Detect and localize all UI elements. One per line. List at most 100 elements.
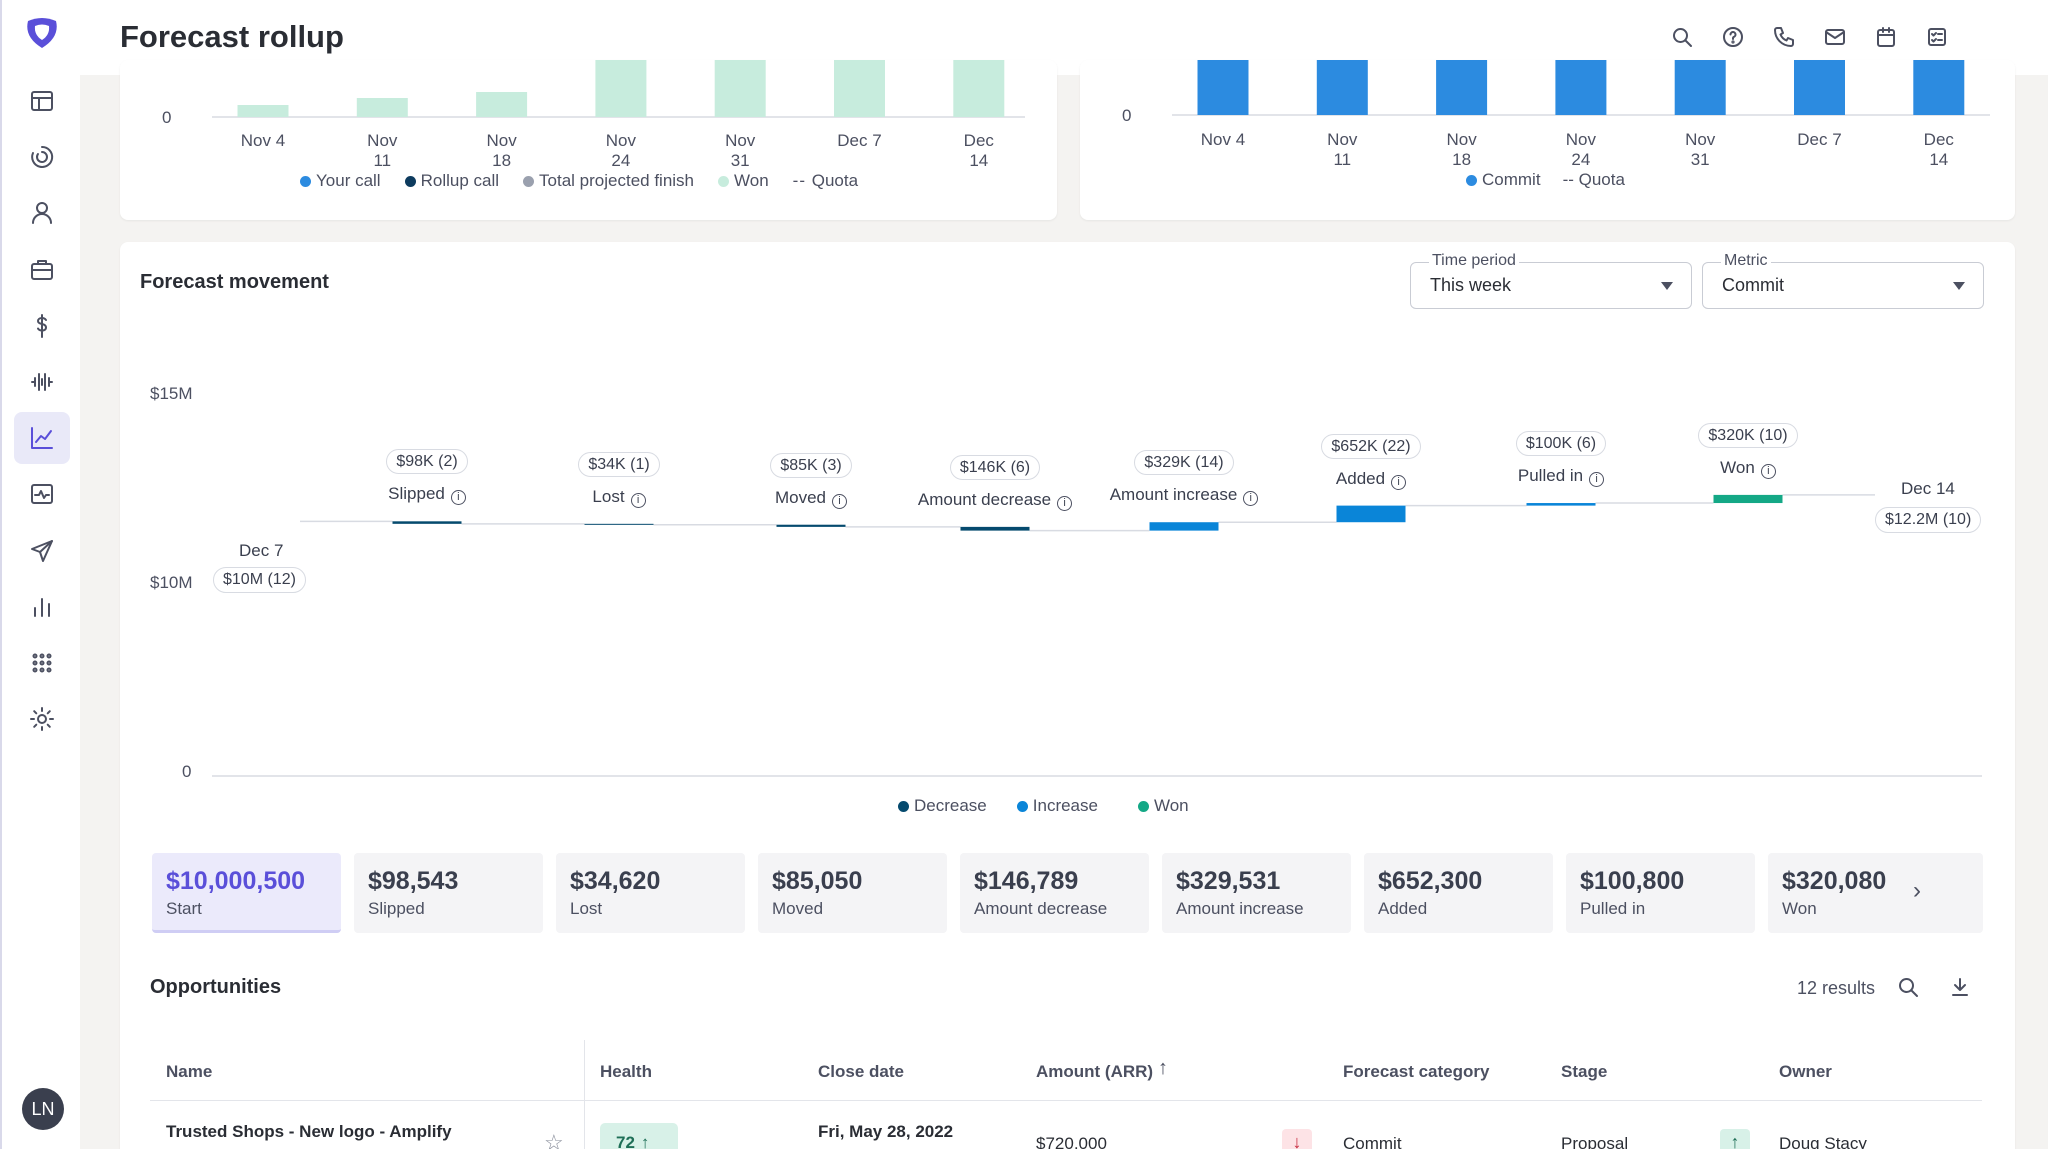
col-health[interactable]: Health — [600, 1062, 652, 1081]
bar — [834, 60, 885, 117]
bar-value-pill: $85K (3) — [711, 452, 911, 478]
col-name[interactable]: Name — [166, 1062, 213, 1081]
sidebar-item-briefcase[interactable] — [14, 244, 70, 296]
stat-card-amount-decrease[interactable]: $146,789 Amount decrease — [960, 853, 1149, 933]
waveform-icon — [31, 373, 53, 391]
trend-chart-icon — [31, 427, 53, 450]
legend-your-call[interactable]: Your call — [300, 171, 381, 191]
sidebar-item-settings[interactable] — [14, 693, 70, 745]
bar-value-pill: $100K (6) — [1461, 431, 1661, 457]
avatar[interactable]: LN — [22, 1088, 64, 1130]
col-close-date[interactable]: Close date — [818, 1062, 904, 1081]
legend-commit[interactable]: Commit — [1466, 170, 1541, 190]
info-icon[interactable]: i — [1243, 491, 1259, 507]
stat-card-start[interactable]: $10,000,500 Start — [152, 853, 341, 933]
time-period-select[interactable]: Time period This week — [1410, 252, 1692, 309]
legend-won[interactable]: Won — [718, 171, 769, 191]
forecast-category[interactable]: Commit — [1343, 1134, 1402, 1149]
stage: Proposal — [1561, 1134, 1629, 1149]
legend-quota[interactable]: -- Quota — [792, 171, 859, 190]
y-tick-10m: $10M — [150, 573, 193, 592]
col-forecast-category[interactable]: Forecast category — [1343, 1062, 1490, 1081]
metric-select[interactable]: Metric Commit — [1702, 252, 1984, 309]
sidebar-item-trend-chart[interactable] — [14, 412, 70, 465]
stat-card-added[interactable]: $652,300 Added — [1364, 853, 1553, 933]
stat-label: Pulled in — [1580, 899, 1646, 918]
stat-label: Start — [166, 899, 202, 918]
sidebar-item-bar-chart[interactable] — [14, 581, 70, 633]
stat-value: $652,300 — [1378, 867, 1483, 895]
legend-won[interactable]: Won — [1137, 796, 1189, 816]
stat-card-pulled-in[interactable]: $100,800 Pulled in — [1566, 853, 1755, 933]
opportunity-name[interactable]: Trusted Shops - New logo - Amplify — [166, 1122, 452, 1141]
star-icon[interactable]: ☆ — [544, 1130, 564, 1149]
col-owner[interactable]: Owner — [1779, 1062, 1832, 1081]
app-logo[interactable] — [24, 17, 60, 50]
legend-total-projected[interactable]: Total projected finish — [523, 171, 694, 191]
download-icon[interactable] — [1945, 972, 1975, 1002]
info-icon[interactable]: i — [832, 493, 848, 509]
y-tick-0: 0 — [1122, 106, 1132, 125]
col-stage[interactable]: Stage — [1561, 1062, 1608, 1081]
stat-label: Moved — [772, 899, 824, 918]
stat-label: Won — [1782, 899, 1817, 918]
arrow-up-icon: ↑ — [1720, 1129, 1750, 1149]
legend-quota[interactable]: -- Quota — [1562, 170, 1625, 189]
x-tick-label: Dec 14 — [1923, 130, 1954, 169]
calendar-icon[interactable] — [1871, 22, 1901, 52]
phone-icon[interactable] — [1769, 22, 1799, 52]
stat-label: Amount decrease — [974, 899, 1108, 918]
bar — [476, 92, 528, 117]
sidebar-item-person[interactable] — [14, 187, 70, 239]
info-icon[interactable]: i — [1057, 495, 1073, 511]
help-icon[interactable] — [1718, 22, 1748, 52]
stat-card-won[interactable]: $320,080 Won — [1768, 853, 1983, 933]
bar — [953, 60, 1005, 117]
stat-value: $320,080 — [1782, 867, 1887, 895]
sidebar-item-table[interactable] — [14, 75, 70, 127]
info-icon[interactable]: i — [1391, 474, 1407, 490]
movement-legend: Decrease Increase Won — [898, 796, 1189, 816]
y-tick-15m: $15M — [150, 384, 193, 403]
legend-rollup-call[interactable]: Rollup call — [404, 171, 499, 191]
checklist-icon[interactable] — [1922, 22, 1952, 52]
chevron-right-icon[interactable]: › — [1913, 877, 1921, 904]
mail-icon[interactable] — [1820, 22, 1850, 52]
sidebar-item-send[interactable] — [14, 525, 70, 577]
info-icon[interactable]: i — [1760, 463, 1776, 479]
sidebar-item-dollar[interactable] — [14, 300, 70, 352]
sidebar-item-activity[interactable] — [14, 468, 70, 520]
legend-increase[interactable]: Increase — [1016, 796, 1098, 816]
stat-value: $98,543 — [368, 867, 459, 895]
y-tick-0: 0 — [182, 762, 192, 781]
metric-value: Commit — [1722, 275, 1784, 295]
opportunities-title: Opportunities — [150, 976, 282, 998]
col-amount[interactable]: Amount (ARR) — [1036, 1062, 1154, 1081]
sidebar-item-spinner[interactable] — [14, 131, 70, 183]
stat-card-moved[interactable]: $85,050 Moved — [758, 853, 947, 933]
stat-card-amount-increase[interactable]: $329,531 Amount increase — [1162, 853, 1351, 933]
legend-decrease[interactable]: Decrease — [898, 796, 987, 816]
sidebar-item-apps-grid[interactable] — [14, 637, 70, 689]
info-icon[interactable]: i — [630, 492, 646, 508]
movement-title: Forecast movement — [140, 271, 329, 293]
close-date: Fri, May 28, 2022 — [818, 1122, 954, 1141]
dollar-icon — [37, 313, 47, 338]
search-icon[interactable] — [1893, 972, 1923, 1002]
search-icon[interactable] — [1667, 22, 1697, 52]
info-icon[interactable]: i — [1589, 472, 1605, 488]
sidebar-item-waveform[interactable] — [14, 356, 70, 408]
bar — [1436, 60, 1488, 115]
stat-card-slipped[interactable]: $98,543 Slipped — [354, 853, 543, 933]
chevron-down-icon — [1953, 282, 1965, 290]
info-icon[interactable]: i — [450, 490, 466, 506]
activity-icon — [31, 484, 53, 505]
x-tick-label: Nov 24 — [1565, 130, 1596, 169]
bar-label-amount-decrease: Amount decrease i — [895, 490, 1095, 511]
start-pill: $10M (12) — [213, 567, 306, 593]
owner[interactable]: Doug Stacy — [1779, 1134, 1867, 1149]
bar — [1555, 60, 1607, 115]
stat-card-lost[interactable]: $34,620 Lost — [556, 853, 745, 933]
sort-ascending-icon[interactable]: ↑ — [1158, 1057, 1168, 1079]
x-tick-label: Nov 31 — [725, 131, 756, 170]
